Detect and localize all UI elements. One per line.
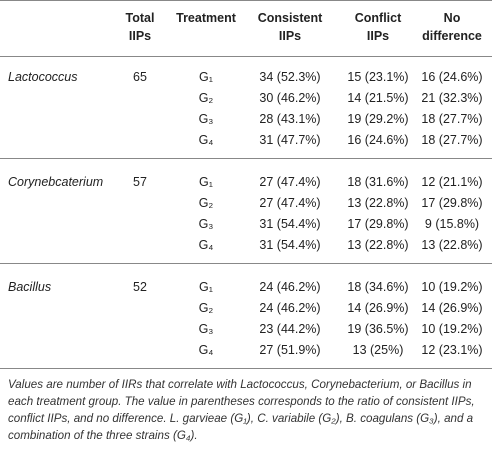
cell: 31 (54.4%) (259, 238, 321, 252)
header-cell: IIPs (278, 29, 302, 43)
group-name: Lactococcus (8, 70, 78, 84)
header-cell: Conflict (354, 11, 402, 25)
header-cell: No (443, 11, 461, 25)
group-name: Corynebcaterium (8, 175, 104, 189)
cell: 17 (29.8%) (347, 217, 409, 231)
header-cell: Treatment (176, 11, 236, 25)
cell: 13 (22.8%) (421, 238, 483, 252)
cell: 34 (52.3%) (259, 70, 321, 84)
cell: 27 (51.9%) (259, 343, 321, 357)
cell: 21 (32.3%) (421, 91, 483, 105)
cell: G₄ (198, 133, 214, 147)
footnote-text: (G₂), (315, 412, 347, 425)
cell: 17 (29.8%) (421, 196, 483, 210)
cell: 18 (34.6%) (347, 280, 409, 294)
cell: 13 (22.8%) (347, 238, 409, 252)
header-cell: Total (125, 11, 155, 25)
rule (0, 368, 492, 369)
cell: 31 (47.7%) (259, 133, 321, 147)
group-name: Bacillus (8, 280, 52, 294)
rule (0, 0, 492, 1)
header-cell: difference (422, 29, 482, 43)
cell: 24 (46.2%) (259, 280, 321, 294)
cell: 31 (54.4%) (259, 217, 321, 231)
cell: G₃ (198, 217, 214, 231)
cell: 30 (46.2%) (259, 91, 321, 105)
cell: 18 (31.6%) (347, 175, 409, 189)
cell: G₁ (199, 280, 213, 294)
cell: 16 (24.6%) (421, 70, 483, 84)
footnote-text: or (402, 378, 420, 391)
cell: G₄ (198, 343, 214, 357)
cell: 28 (43.1%) (259, 112, 321, 126)
cell: G₃ (198, 112, 214, 126)
cell: G₄ (198, 238, 214, 252)
footnote: Values are number of IIRs that correlate… (8, 376, 486, 444)
cell: 18 (27.7%) (421, 112, 483, 126)
cell: 9 (15.8%) (424, 217, 480, 231)
header-cell: IIPs (128, 29, 152, 43)
footnote-text: Bacillus (419, 378, 460, 391)
cell: 19 (36.5%) (347, 322, 409, 336)
cell: 12 (23.1%) (421, 343, 483, 357)
cell: 23 (44.2%) (259, 322, 321, 336)
rule (0, 56, 492, 57)
cell: 27 (47.4%) (259, 196, 321, 210)
cell: G₁ (199, 70, 213, 84)
header-cell: Consistent (257, 11, 323, 25)
cell: 16 (24.6%) (347, 133, 409, 147)
cell: 14 (26.9%) (421, 301, 483, 315)
cell: G₁ (199, 175, 213, 189)
total-cell: 57 (133, 175, 147, 189)
cell: 15 (23.1%) (347, 70, 409, 84)
cell: 27 (47.4%) (259, 175, 321, 189)
cell: G₂ (198, 196, 214, 210)
footnote-text: C. variabile (257, 412, 316, 425)
cell: 14 (21.5%) (347, 91, 409, 105)
cell: 10 (19.2%) (421, 322, 483, 336)
cell: 19 (29.2%) (347, 112, 409, 126)
footnote-text: in each treatment group. The value in pa… (8, 378, 475, 425)
cell: G₂ (198, 301, 214, 315)
cell: G₂ (198, 91, 214, 105)
cell: G₃ (198, 322, 214, 336)
cell: 10 (19.2%) (421, 280, 483, 294)
cell: 13 (25%) (352, 343, 404, 357)
cell: 12 (21.1%) (421, 175, 483, 189)
footnote-text: Values are number of IIRs that correlate… (8, 378, 241, 391)
total-cell: 52 (133, 280, 147, 294)
footnote-text: (G₃), and a combination of the three str… (8, 412, 474, 442)
footnote-text: L. garvieae (169, 412, 228, 425)
rule (0, 263, 492, 264)
footnote-text: Lactococcus, Corynebacterium, (240, 378, 403, 391)
footnote-text: (G₁), (227, 412, 258, 425)
total-cell: 65 (133, 70, 147, 84)
footnote-text: B. coagulans (346, 412, 414, 425)
cell: 13 (22.8%) (347, 196, 409, 210)
cell: 14 (26.9%) (347, 301, 409, 315)
cell: 24 (46.2%) (259, 301, 321, 315)
rule (0, 158, 492, 159)
header-cell: IIPs (366, 29, 390, 43)
cell: 18 (27.7%) (421, 133, 483, 147)
